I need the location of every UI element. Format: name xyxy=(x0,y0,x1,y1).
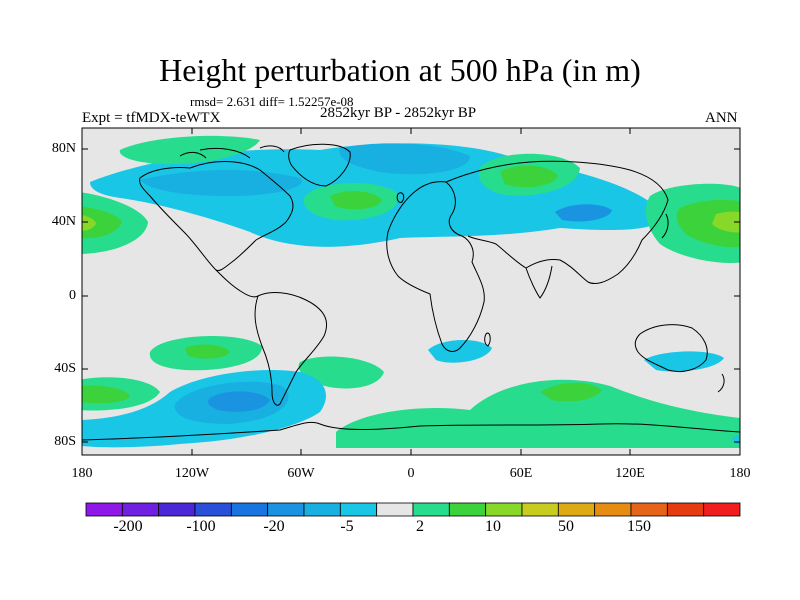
colorbar-box-18 xyxy=(703,502,741,517)
colorbar-label-5: 2 xyxy=(416,518,424,535)
colorbar-box-14 xyxy=(557,502,596,517)
neg-region-north-mid xyxy=(140,169,302,196)
lat-label-40s: 40S xyxy=(54,361,76,376)
pos-region-south-atlantic xyxy=(298,356,384,389)
colorbar-label-3: -20 xyxy=(263,518,285,535)
colorbar-label-2: -100 xyxy=(186,518,216,535)
antarctica-coast xyxy=(82,421,740,441)
lon-label-180e: 180 xyxy=(729,466,751,481)
pos-region-atlantic-core xyxy=(330,191,382,210)
colorbar-box-8 xyxy=(339,502,378,517)
lat-label-40n: 40N xyxy=(51,214,76,229)
lon-label-60e: 60E xyxy=(509,466,533,481)
arctic-islands-coast xyxy=(179,145,285,159)
lat-label-80s: 80S xyxy=(54,434,76,449)
period-label: 2852kyr BP - 2852kyr BP xyxy=(320,105,477,121)
colorbar-box-6 xyxy=(267,502,305,517)
colorbar-box-7 xyxy=(303,502,341,517)
season-label: ANN xyxy=(705,110,738,126)
south-america-coast xyxy=(254,292,328,406)
coastlines xyxy=(82,143,740,441)
lat-label-0: 0 xyxy=(69,288,76,303)
pos-region-pacific-west-peak xyxy=(82,214,96,231)
colorbar-box-15 xyxy=(594,502,632,517)
lon-label-120e: 120E xyxy=(615,466,645,481)
central-america-coast xyxy=(215,269,259,298)
lat-label-80n: 80N xyxy=(51,141,76,156)
colorbar-label-7: 50 xyxy=(558,518,574,535)
neg-region-south-indian xyxy=(428,339,492,363)
colorbar-box-4 xyxy=(194,502,232,517)
map-title: Height perturbation at 500 hPa (in m) xyxy=(159,52,641,88)
colorbar-box-11 xyxy=(448,502,487,517)
pos-region-southern-ocean-core xyxy=(540,382,602,402)
lon-label-60w: 60W xyxy=(287,466,315,481)
australia-coast xyxy=(634,324,708,373)
colorbar-box-10 xyxy=(412,502,450,517)
pos-region-pacific-east-core xyxy=(676,199,740,248)
lon-label-120w: 120W xyxy=(174,466,210,481)
neg-region-asia xyxy=(555,204,612,222)
neg-region-europe xyxy=(339,143,470,175)
colorbar-label-4: -5 xyxy=(340,518,354,535)
colorbar-box-5 xyxy=(230,502,269,517)
axis-ticks xyxy=(81,128,741,455)
colorbar-label-8: 150 xyxy=(627,518,651,535)
colorbar-box-12 xyxy=(485,502,523,517)
pos-region-pacific-east-peak xyxy=(712,211,740,233)
neg-region-australia xyxy=(644,351,724,372)
colorbar-label-6: 10 xyxy=(485,518,501,535)
japan-coast xyxy=(661,213,669,239)
colorbar-box-16 xyxy=(630,502,668,517)
pos-region-arctic xyxy=(119,135,260,165)
pos-region-siberia-core xyxy=(500,165,558,188)
madagascar-coast xyxy=(484,332,491,347)
uk-coast xyxy=(396,192,405,203)
lon-label-180w: 180 xyxy=(71,466,93,481)
colorbar-box-2 xyxy=(121,502,160,517)
lon-label-0: 0 xyxy=(407,466,415,481)
experiment-label: Expt = tfMDX-teWTX xyxy=(82,110,221,126)
contour-field xyxy=(82,128,740,455)
colorbar-label-1: -200 xyxy=(113,518,143,535)
colorbar-box-9 xyxy=(376,502,414,517)
greenland-coast xyxy=(288,143,351,187)
pos-region-southern-ocean xyxy=(336,379,740,448)
asia-coast xyxy=(445,160,669,285)
colorbar-box-17 xyxy=(666,502,705,517)
neg-region-south-pacific-core xyxy=(208,391,270,412)
north-america-coast xyxy=(139,161,294,271)
india-coast xyxy=(525,265,553,299)
stats-label: rmsd= 2.631 diff= 1.52257e-08 xyxy=(190,94,354,109)
colorbar-box-3 xyxy=(158,502,196,517)
colorbar-box-13 xyxy=(521,502,559,517)
colorbar-box-1 xyxy=(85,502,123,517)
pos-region-south-pacific-core xyxy=(185,344,230,359)
pos-region-sw-pacific-core xyxy=(82,385,130,404)
europe-africa-coast xyxy=(386,181,485,352)
colorbar xyxy=(85,502,741,517)
new-zealand-coast xyxy=(717,373,725,393)
pos-region-pacific-west-core xyxy=(82,206,122,239)
